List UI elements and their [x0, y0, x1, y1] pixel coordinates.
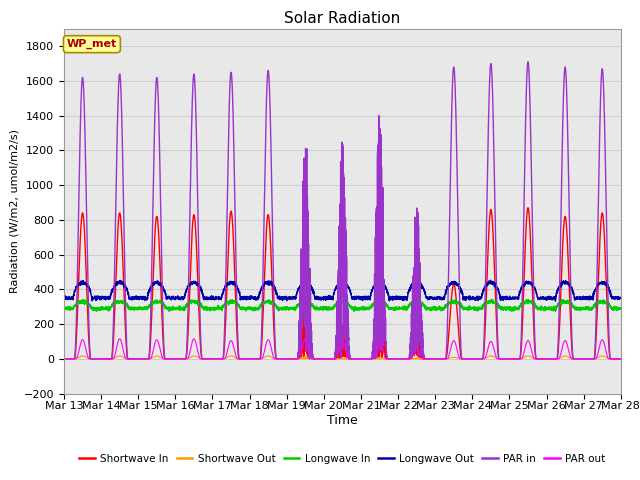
Longwave Out	[499, 295, 507, 300]
Longwave Out	[616, 295, 624, 300]
Line: PAR in: PAR in	[64, 62, 621, 359]
Shortwave In	[322, 356, 330, 362]
Longwave In	[413, 296, 420, 302]
Longwave Out	[617, 295, 625, 301]
PAR out	[60, 356, 68, 362]
Longwave Out	[436, 296, 444, 302]
PAR in	[160, 347, 168, 353]
Line: Shortwave In: Shortwave In	[64, 208, 621, 359]
Longwave Out	[60, 295, 68, 301]
Shortwave Out	[524, 353, 532, 359]
Line: Longwave Out: Longwave Out	[64, 280, 621, 301]
Longwave Out	[160, 288, 168, 294]
PAR out	[322, 356, 330, 362]
Longwave In	[322, 305, 330, 311]
Shortwave In	[436, 356, 444, 362]
Shortwave In	[60, 356, 68, 362]
PAR out	[617, 356, 625, 362]
PAR in	[60, 356, 68, 362]
Longwave In	[60, 305, 68, 311]
Longwave In	[616, 305, 624, 311]
Line: Longwave In: Longwave In	[64, 299, 621, 312]
PAR in	[436, 356, 444, 362]
Longwave In	[468, 306, 476, 312]
PAR in	[524, 59, 532, 65]
PAR out	[499, 356, 507, 362]
Shortwave Out	[617, 356, 625, 362]
Longwave Out	[552, 298, 559, 304]
Text: WP_met: WP_met	[67, 39, 117, 49]
PAR in	[467, 356, 475, 362]
Longwave In	[160, 302, 168, 308]
Longwave In	[499, 305, 507, 311]
PAR out	[616, 356, 624, 362]
X-axis label: Time: Time	[327, 414, 358, 427]
Legend: Shortwave In, Shortwave Out, Longwave In, Longwave Out, PAR in, PAR out: Shortwave In, Shortwave Out, Longwave In…	[75, 450, 610, 468]
Shortwave In	[524, 205, 532, 211]
PAR in	[616, 356, 624, 362]
Shortwave Out	[322, 356, 330, 362]
PAR in	[617, 356, 625, 362]
PAR out	[467, 356, 475, 362]
PAR in	[499, 356, 506, 362]
Line: Shortwave Out: Shortwave Out	[64, 356, 621, 359]
Longwave Out	[467, 294, 475, 300]
PAR in	[322, 356, 330, 362]
PAR out	[161, 356, 168, 362]
Shortwave Out	[436, 356, 444, 362]
Title: Solar Radiation: Solar Radiation	[284, 11, 401, 26]
Longwave In	[166, 309, 173, 314]
PAR out	[116, 336, 124, 342]
Shortwave Out	[60, 356, 68, 362]
Shortwave In	[467, 356, 475, 362]
Line: PAR out: PAR out	[64, 339, 621, 359]
Shortwave Out	[499, 356, 506, 362]
Longwave In	[617, 307, 625, 312]
Longwave Out	[487, 277, 495, 283]
Y-axis label: Radiation (W/m2, umol/m2/s): Radiation (W/m2, umol/m2/s)	[10, 129, 20, 293]
Shortwave In	[616, 356, 624, 362]
Shortwave Out	[160, 356, 168, 361]
Longwave In	[436, 305, 444, 311]
Longwave Out	[322, 294, 330, 300]
Shortwave Out	[467, 356, 475, 362]
Shortwave In	[617, 356, 625, 362]
Shortwave In	[499, 356, 506, 362]
Shortwave Out	[616, 356, 624, 362]
Shortwave In	[160, 351, 168, 357]
PAR out	[436, 356, 444, 362]
